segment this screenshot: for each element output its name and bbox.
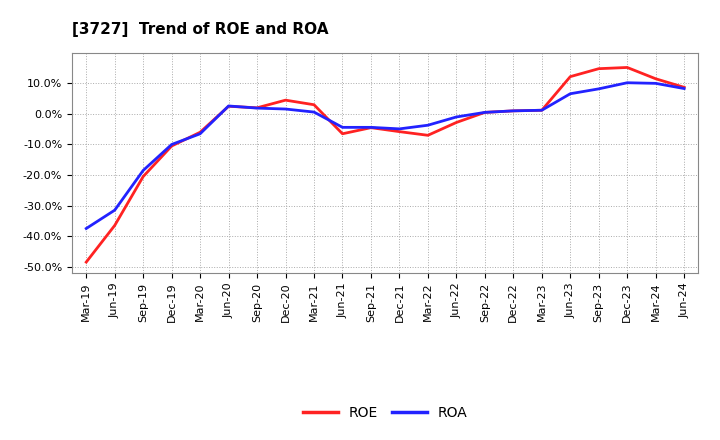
ROA: [110, 208, 119, 213]
ROA: [452, 114, 461, 120]
ROE: [253, 105, 261, 110]
ROA: [680, 86, 688, 91]
Text: [3727]  Trend of ROE and ROA: [3727] Trend of ROE and ROA: [72, 22, 328, 37]
ROE: [139, 174, 148, 179]
ROE: [623, 65, 631, 70]
ROE: [680, 84, 688, 90]
Legend: ROE, ROA: ROE, ROA: [297, 401, 473, 426]
ROE: [366, 125, 375, 130]
ROE: [509, 108, 518, 114]
ROA: [395, 126, 404, 132]
ROE: [282, 98, 290, 103]
ROE: [196, 130, 204, 135]
ROA: [167, 142, 176, 147]
ROA: [652, 81, 660, 86]
ROA: [338, 125, 347, 130]
ROA: [225, 103, 233, 109]
ROE: [225, 104, 233, 109]
ROA: [282, 106, 290, 112]
ROE: [652, 76, 660, 81]
Line: ROE: ROE: [86, 67, 684, 262]
ROE: [423, 132, 432, 138]
Line: ROA: ROA: [86, 83, 684, 228]
ROE: [537, 108, 546, 113]
ROA: [623, 80, 631, 85]
ROA: [595, 86, 603, 92]
ROA: [253, 106, 261, 111]
ROE: [110, 223, 119, 228]
ROA: [139, 168, 148, 173]
ROA: [82, 226, 91, 231]
ROE: [452, 120, 461, 125]
ROE: [338, 131, 347, 136]
ROA: [480, 110, 489, 115]
ROE: [310, 102, 318, 107]
ROA: [366, 125, 375, 130]
ROA: [196, 131, 204, 136]
ROA: [509, 108, 518, 114]
ROA: [310, 110, 318, 115]
ROE: [595, 66, 603, 71]
ROA: [566, 91, 575, 96]
ROE: [480, 110, 489, 115]
ROA: [537, 108, 546, 113]
ROE: [82, 260, 91, 265]
ROE: [566, 74, 575, 79]
ROE: [167, 143, 176, 149]
ROE: [395, 129, 404, 134]
ROA: [423, 123, 432, 128]
